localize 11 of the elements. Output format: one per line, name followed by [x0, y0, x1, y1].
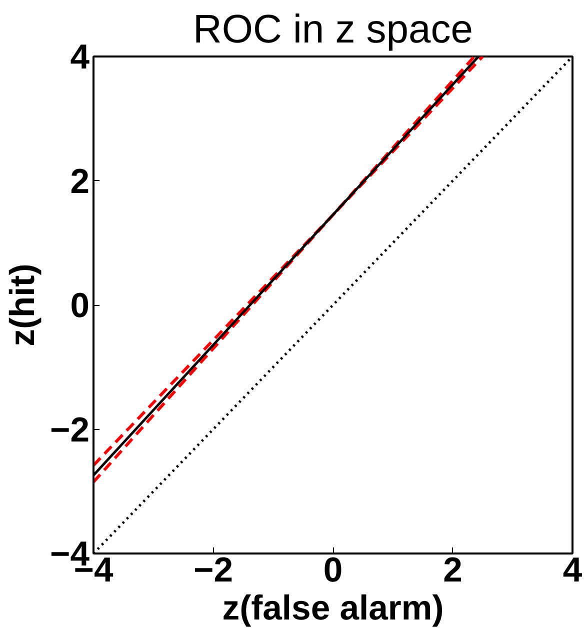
y-axis-title: z(hit): [4, 264, 42, 346]
x-tick-label: −2: [193, 552, 234, 590]
y-tick-label: 0: [70, 287, 90, 325]
x-tick-label: 2: [443, 552, 462, 590]
y-tick-label: −2: [50, 411, 90, 450]
chart-title: ROC in z space: [192, 8, 474, 52]
x-axis-title: z(false alarm): [222, 590, 444, 628]
y-tick-label: 2: [70, 162, 90, 201]
y-tick-label: 4: [70, 38, 90, 76]
x-tick-label: 4: [562, 552, 583, 590]
x-tick-label: 0: [323, 552, 343, 590]
